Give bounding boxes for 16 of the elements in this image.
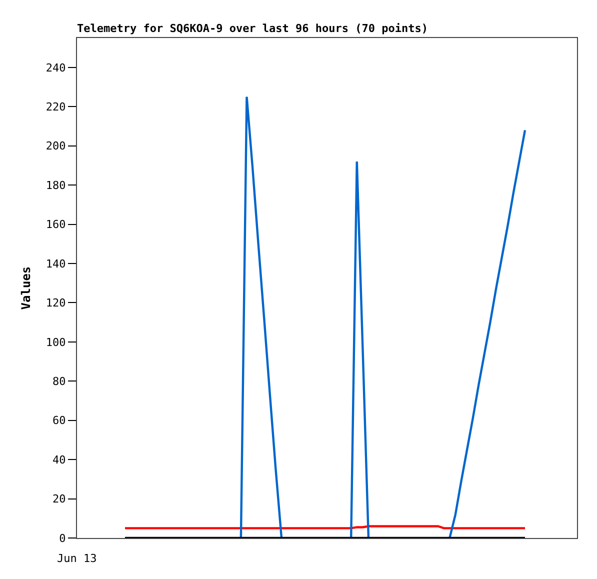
- y-tick-label: 0: [59, 532, 66, 545]
- chart-title: Telemetry for SQ6KOA-9 over last 96 hours (70 points): [77, 22, 428, 35]
- y-tick-label: 160: [46, 218, 66, 232]
- y-tick-label: 60: [52, 414, 66, 428]
- text: Jun 13: [57, 552, 97, 565]
- y-tick-label: 180: [46, 178, 66, 192]
- y-tick-label: 120: [46, 296, 66, 310]
- y-tick-label: 100: [46, 336, 66, 349]
- y-tick-label: 240: [46, 61, 66, 74]
- y-tick-label: 40: [52, 453, 66, 466]
- y-tick-label: 140: [46, 257, 66, 270]
- y-tick-label: 80: [52, 374, 66, 388]
- y-tick-label: 200: [46, 140, 66, 153]
- y-tick-label: 220: [46, 100, 66, 114]
- y-tick-label: 20: [52, 492, 66, 506]
- y-axis-title: Values: [19, 266, 34, 310]
